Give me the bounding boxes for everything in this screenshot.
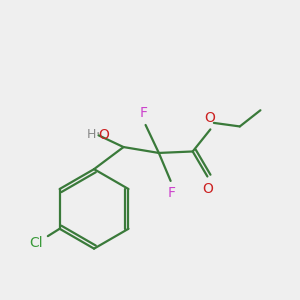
Text: F: F (140, 106, 148, 120)
Text: ·: · (95, 127, 100, 141)
Text: H: H (86, 128, 96, 141)
Text: F: F (168, 186, 176, 200)
Text: O: O (204, 111, 215, 125)
Text: O: O (202, 182, 213, 196)
Text: O: O (98, 128, 109, 142)
Text: Cl: Cl (29, 236, 43, 250)
